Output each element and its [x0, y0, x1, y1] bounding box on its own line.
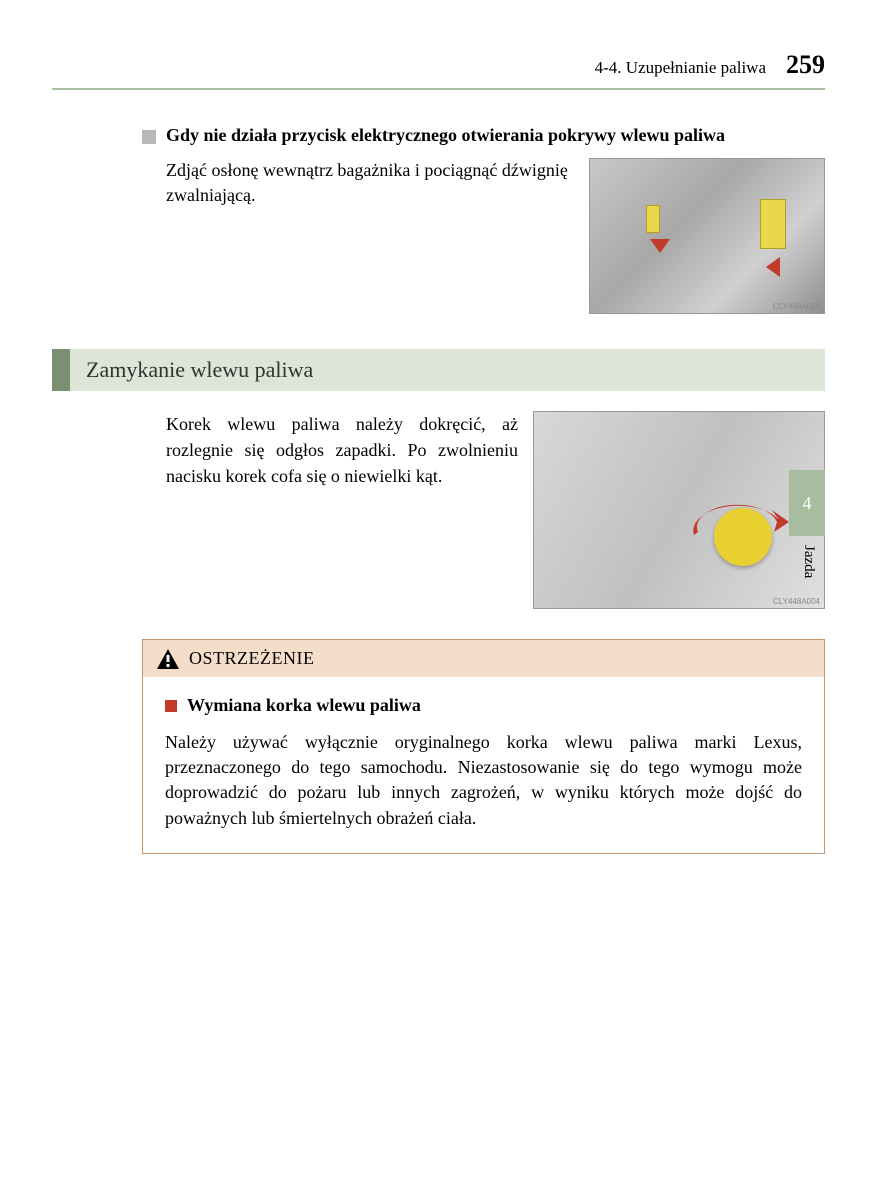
figure-1: CLY448A005 [589, 158, 825, 314]
subsection-1-title: Gdy nie działa przycisk elektrycznego ot… [166, 125, 725, 146]
chapter-tab-number: 4 [803, 493, 812, 514]
figure-2: CLY448A004 [533, 411, 825, 609]
warning-header: OSTRZEŻENIE [143, 640, 824, 677]
figure-1-highlight-right [760, 199, 786, 249]
section-2-text: Korek wlewu paliwa należy dokręcić, aż r… [166, 411, 518, 609]
section-2-body: Korek wlewu paliwa należy dokręcić, aż r… [142, 411, 825, 609]
header-section-label: 4-4. Uzupełnianie paliwa [595, 58, 766, 78]
heading-bar-dark [52, 349, 70, 391]
warning-sub-row: Wymiana korka wlewu paliwa [165, 695, 802, 716]
section-heading: Zamykanie wlewu paliwa [52, 349, 825, 391]
warning-body: Wymiana korka wlewu paliwa Należy używać… [143, 677, 824, 853]
figure-2-fuel-cap [714, 508, 772, 566]
figure-2-code: CLY448A004 [773, 597, 820, 606]
subsection-1-body: Zdjąć osłonę wewnątrz bagażnika i pociąg… [142, 158, 825, 314]
red-square-bullet-icon [165, 700, 177, 712]
warning-triangle-icon [157, 649, 179, 669]
section-heading-text: Zamykanie wlewu paliwa [86, 357, 313, 382]
figure-1-arrow-right [766, 257, 780, 277]
subsection-1-text: Zdjąć osłonę wewnątrz bagażnika i pociąg… [166, 158, 574, 314]
heading-bar-light: Zamykanie wlewu paliwa [70, 349, 825, 391]
warning-paragraph: Należy używać wyłącznie oryginalnego kor… [165, 730, 802, 831]
subsection-1-title-row: Gdy nie działa przycisk elektrycznego ot… [142, 125, 825, 146]
figure-1-code: CLY448A005 [773, 302, 820, 311]
page-header: 4-4. Uzupełnianie paliwa 259 [52, 50, 825, 90]
chapter-side-label: Jazda [800, 545, 817, 578]
warning-sub-title: Wymiana korka wlewu paliwa [187, 695, 421, 716]
warning-box: OSTRZEŻENIE Wymiana korka wlewu paliwa N… [142, 639, 825, 854]
figure-1-highlight-left [646, 205, 660, 233]
square-bullet-icon [142, 130, 156, 144]
page-number: 259 [786, 50, 825, 80]
warning-title: OSTRZEŻENIE [189, 648, 314, 669]
chapter-tab: 4 [789, 470, 825, 536]
figure-1-arrow-left [650, 239, 670, 253]
